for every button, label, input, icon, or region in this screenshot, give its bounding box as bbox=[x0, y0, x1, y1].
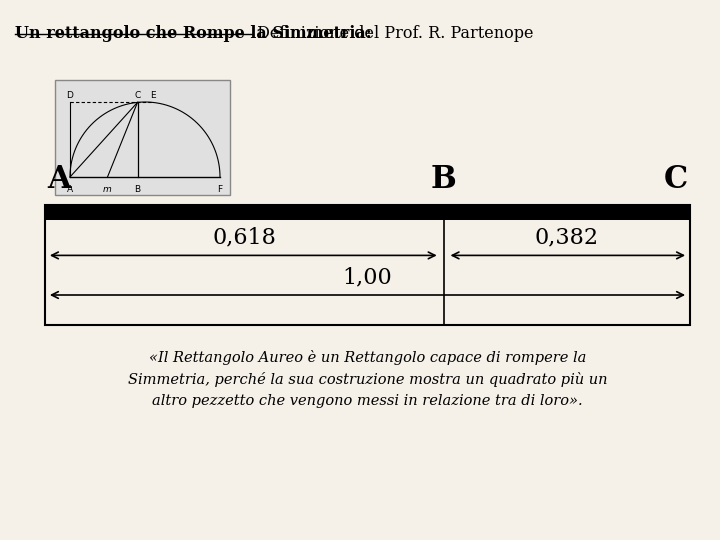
Text: C: C bbox=[135, 91, 140, 100]
Bar bbox=[45, 205, 690, 220]
Text: m: m bbox=[103, 185, 112, 194]
Text: A: A bbox=[67, 185, 73, 194]
Text: E: E bbox=[150, 91, 156, 100]
Text: C: C bbox=[664, 164, 688, 195]
Bar bbox=[55, 80, 230, 195]
Text: B: B bbox=[431, 164, 456, 195]
Text: «Il Rettangolo Aureo è un Rettangolo capace di rompere la
Simmetria, perché la s: «Il Rettangolo Aureo è un Rettangolo cap… bbox=[127, 350, 607, 408]
Text: B: B bbox=[135, 185, 140, 194]
Text: F: F bbox=[217, 185, 222, 194]
Text: A: A bbox=[47, 164, 71, 195]
Text: 1,00: 1,00 bbox=[343, 266, 392, 288]
Text: Definizione del Prof. R. Partenope: Definizione del Prof. R. Partenope bbox=[252, 25, 534, 42]
Text: 0,382: 0,382 bbox=[535, 226, 599, 248]
Text: 0,618: 0,618 bbox=[212, 226, 276, 248]
Text: D: D bbox=[66, 91, 73, 100]
Text: Un rettangolo che Rompe la Simmetria:: Un rettangolo che Rompe la Simmetria: bbox=[15, 25, 372, 42]
Bar bbox=[45, 205, 690, 325]
